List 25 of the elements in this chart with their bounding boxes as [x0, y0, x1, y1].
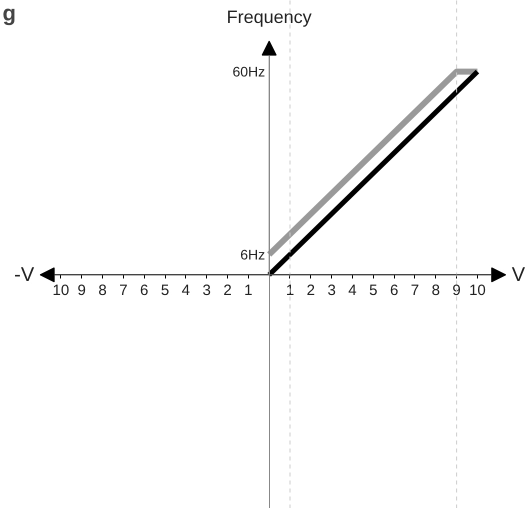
x-tick-label: 10: [469, 282, 486, 299]
x-tick-label: 6: [140, 282, 148, 299]
x-tick-label: 5: [369, 282, 378, 299]
x-tick-label: 2: [223, 282, 232, 299]
y-tick-label: 60Hz: [232, 64, 266, 80]
x-tick-label: 1: [244, 282, 253, 299]
x-tick-label: 8: [98, 282, 107, 299]
x-tick-label: 6: [390, 282, 398, 299]
x-tick-label: 9: [78, 282, 86, 299]
annotation: g: [2, 0, 16, 26]
x-tick-label: 10: [52, 282, 70, 299]
x-axis-title: V: [512, 264, 526, 286]
y-tick-label: 6Hz: [240, 246, 266, 262]
x-tick-label: 7: [119, 282, 128, 299]
x-tick-label: 4: [348, 282, 357, 299]
y-axis-title: Frequency: [226, 7, 312, 28]
x-tick-label: 8: [432, 282, 440, 299]
x-tick-label: 3: [202, 282, 211, 299]
x-tick-label: 3: [327, 282, 336, 299]
annotation: -V: [14, 264, 35, 286]
x-tick-label: 2: [306, 282, 315, 299]
x-tick-label: 7: [410, 282, 420, 299]
x-tick-label: 4: [182, 282, 190, 299]
x-tick-label: 5: [160, 282, 170, 299]
x-tick-label: 9: [452, 282, 461, 299]
